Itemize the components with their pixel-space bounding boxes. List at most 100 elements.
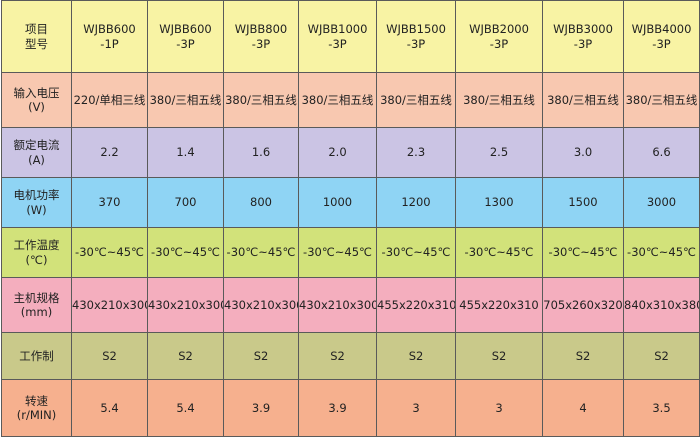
row-label-cell-line: (A)	[28, 152, 45, 167]
value-cell: 5.4	[147, 379, 224, 437]
row-label-cell-line: 工作温度	[13, 238, 60, 253]
value-cell: 370	[71, 177, 148, 228]
header-row: 项目 型号 WJBB600 -1P WJBB600 -3P WJBB800 -3P WJBB10…	[1, 0, 700, 73]
model-header-cell-line: -3P	[652, 36, 671, 51]
value-cell: 380/三相五线	[376, 72, 456, 128]
row-label-cell-line: 输入电压	[13, 85, 60, 100]
value-cell: 3000	[623, 177, 700, 228]
value-cell: S2	[71, 332, 148, 380]
value-cell: 3	[376, 379, 456, 437]
value-cell: -30℃~45℃	[147, 227, 224, 278]
value-cell: S2	[298, 332, 377, 380]
value-cell: 3.9	[298, 379, 377, 437]
value-cell: 700	[147, 177, 224, 228]
model-header-cell: WJBB1500 -3P	[376, 0, 456, 73]
row-label-cell: 工作制	[1, 332, 72, 380]
value-cell: 380/三相五线	[298, 72, 377, 128]
table-row: 工作制 S2 S2 S2 S2 S2 S2 S2 S2	[1, 332, 700, 380]
value-cell: 455x220x310	[376, 277, 456, 333]
row-label-cell: 工作温度 (℃)	[1, 227, 72, 278]
model-header-cell-line: WJBB4000	[631, 22, 692, 37]
value-cell: S2	[623, 332, 700, 380]
table-row: 额定电流 (A) 2.2 1.4 1.6 2.0 2.3 2.5 3.0 6.6	[1, 127, 700, 178]
value-cell: S2	[376, 332, 456, 380]
value-cell: 1300	[455, 177, 543, 228]
value-cell: -30℃~45℃	[71, 227, 148, 278]
value-cell: 430x210x300	[71, 277, 148, 333]
value-cell: 2.0	[298, 127, 377, 178]
row-label-cell-line: 工作制	[19, 348, 54, 363]
model-header-cell: WJBB1000 -3P	[298, 0, 377, 73]
model-header-cell: WJBB4000 -3P	[623, 0, 700, 73]
model-header-cell: WJBB800 -3P	[223, 0, 299, 73]
header-label-cell: 项目 型号	[1, 0, 72, 73]
value-cell: 2.5	[455, 127, 543, 178]
model-header-cell-line: -3P	[176, 36, 195, 51]
model-header-cell-line: WJBB600	[83, 22, 136, 37]
row-label-cell-line: 主机规格	[13, 290, 60, 305]
model-header-cell-line: -3P	[406, 36, 426, 51]
model-header-cell-line: WJBB800	[234, 22, 288, 37]
value-cell: 430x210x300	[147, 277, 224, 333]
value-cell: S2	[455, 332, 543, 380]
value-cell: 455x220x310	[455, 277, 543, 333]
value-cell: 430x210x300	[223, 277, 299, 333]
value-cell: 380/三相五线	[623, 72, 700, 128]
value-cell: 380/三相五线	[223, 72, 299, 128]
model-header-cell-line: -3P	[251, 36, 271, 51]
value-cell: 220/单相三线	[71, 72, 148, 128]
value-cell: 705x260x320	[542, 277, 624, 333]
value-cell: 2.3	[376, 127, 456, 178]
value-cell: 2.2	[71, 127, 148, 178]
row-label-cell: 主机规格 (mm)	[1, 277, 72, 333]
table-row: 电机功率 (W) 370 700 800 1000 1200 1300 1500 3000	[1, 177, 700, 228]
value-cell: 1200	[376, 177, 456, 228]
value-cell: 3	[455, 379, 543, 437]
model-header-cell-line: -3P	[328, 36, 347, 51]
value-cell: -30℃~45℃	[298, 227, 377, 278]
model-header-cell: WJBB600 -1P	[71, 0, 148, 73]
row-label-cell-line: 转速	[25, 393, 48, 408]
value-cell: 1000	[298, 177, 377, 228]
value-cell: 1.6	[223, 127, 299, 178]
value-cell: S2	[147, 332, 224, 380]
value-cell: -30℃~45℃	[223, 227, 299, 278]
value-cell: -30℃~45℃	[376, 227, 456, 278]
model-header-cell-line: WJBB600	[159, 22, 212, 37]
value-cell: 380/三相五线	[455, 72, 543, 128]
model-header-cell-line: WJBB1500	[386, 22, 446, 37]
value-cell: 840x310x380	[623, 277, 700, 333]
model-header-cell-line: WJBB2000	[469, 22, 529, 37]
row-label-cell: 额定电流 (A)	[1, 127, 72, 178]
model-header-cell-line: -3P	[489, 36, 509, 51]
row-label-cell-line: 额定电流	[13, 138, 60, 153]
table-row: 工作温度 (℃) -30℃~45℃ -30℃~45℃ -30℃~45℃ -30℃~45℃ -…	[1, 227, 700, 278]
model-header-cell-line: WJBB1000	[307, 22, 368, 37]
model-header-cell: WJBB3000 -3P	[542, 0, 624, 73]
row-label-cell-line: (V)	[28, 100, 45, 114]
value-cell: 3.5	[623, 379, 700, 437]
table-row: 转速 (r/MIN) 5.4 5.4 3.9 3.9 3 3 4 3.5	[1, 379, 700, 437]
value-cell: 1500	[542, 177, 624, 228]
row-label-cell-line: (mm)	[20, 305, 53, 319]
value-cell: -30℃~45℃	[542, 227, 624, 278]
row-label-cell-line: 电机功率	[13, 188, 60, 203]
value-cell: 4	[542, 379, 624, 437]
value-cell: S2	[542, 332, 624, 380]
value-cell: 380/三相五线	[542, 72, 624, 128]
value-cell: 430x210x300	[298, 277, 377, 333]
value-cell: 5.4	[71, 379, 148, 437]
table-row: 主机规格 (mm) 430x210x300 430x210x300 430x210x30…	[1, 277, 700, 333]
value-cell: 800	[223, 177, 299, 228]
value-cell: 6.6	[623, 127, 700, 178]
row-label-cell-line: (r/MIN)	[16, 408, 57, 422]
model-header-cell-line: WJBB3000	[553, 22, 613, 37]
row-label-cell-line: (℃)	[25, 252, 48, 267]
model-header-cell: WJBB600 -3P	[147, 0, 224, 73]
header-label-cell-line: 项目	[25, 22, 48, 37]
value-cell: 1.4	[147, 127, 224, 178]
value-cell: 3.0	[542, 127, 624, 178]
row-label-cell: 转速 (r/MIN)	[1, 379, 72, 437]
value-cell: 380/三相五线	[147, 72, 224, 128]
